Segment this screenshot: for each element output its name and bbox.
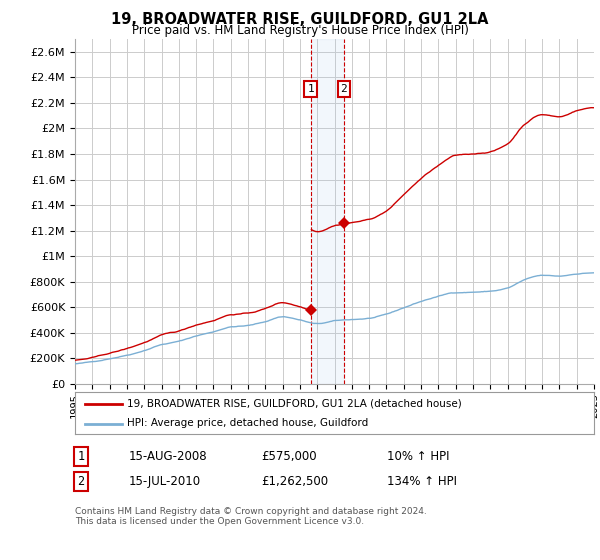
Text: £575,000: £575,000 [261,450,317,463]
Text: 134% ↑ HPI: 134% ↑ HPI [387,475,457,488]
Text: HPI: Average price, detached house, Guildford: HPI: Average price, detached house, Guil… [127,418,368,428]
Text: 2: 2 [340,84,347,94]
Text: 1: 1 [307,84,314,94]
Text: Price paid vs. HM Land Registry's House Price Index (HPI): Price paid vs. HM Land Registry's House … [131,24,469,36]
Text: 19, BROADWATER RISE, GUILDFORD, GU1 2LA: 19, BROADWATER RISE, GUILDFORD, GU1 2LA [111,12,489,27]
Text: Contains HM Land Registry data © Crown copyright and database right 2024.
This d: Contains HM Land Registry data © Crown c… [75,507,427,526]
Text: 10% ↑ HPI: 10% ↑ HPI [387,450,449,463]
Text: 15-JUL-2010: 15-JUL-2010 [129,475,201,488]
Text: 2: 2 [77,475,85,488]
Text: £1,262,500: £1,262,500 [261,475,328,488]
Bar [311,39,344,384]
Text: 15-AUG-2008: 15-AUG-2008 [129,450,208,463]
Text: 1: 1 [77,450,85,463]
Text: 19, BROADWATER RISE, GUILDFORD, GU1 2LA (detached house): 19, BROADWATER RISE, GUILDFORD, GU1 2LA … [127,399,461,409]
